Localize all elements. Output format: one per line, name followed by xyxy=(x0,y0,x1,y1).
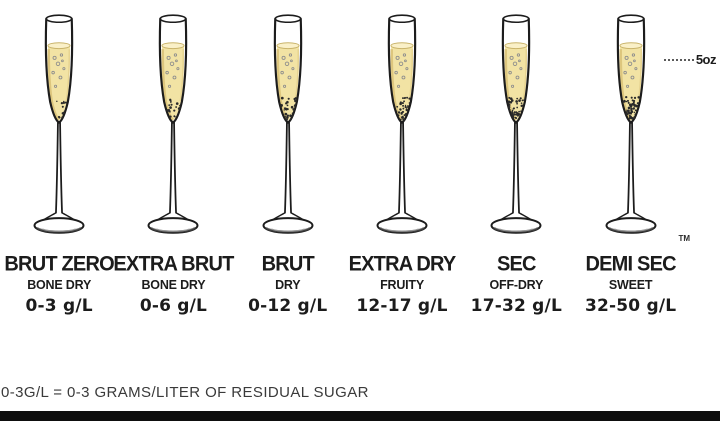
volume-label: 5oz xyxy=(695,52,717,67)
sweetness-name: EXTRA DRY xyxy=(348,252,457,276)
dotted-leader-line xyxy=(663,58,694,61)
champagne-flute-illustration xyxy=(466,4,566,249)
sugar-range: 32-50 g/L xyxy=(584,296,677,316)
sugar-range: 0-3 g/L xyxy=(25,296,93,316)
trademark-symbol: TM xyxy=(678,234,690,243)
flute-columns: BRUT ZERO BONE DRY 0-3 g/L EXTRA BRUT BO… xyxy=(2,4,688,316)
sugar-range: 17-32 g/L xyxy=(470,296,562,316)
volume-annotation: 5oz xyxy=(663,52,717,67)
champagne-flute-illustration xyxy=(238,4,338,249)
bottom-bar xyxy=(0,411,720,421)
flute-column-sec: SEC OFF-DRY 17-32 g/L xyxy=(459,4,573,316)
sweetness-descriptor: BONE DRY xyxy=(27,278,92,292)
footer-note: 0-3G/L = 0-3 GRAMS/LITER OF RESIDUAL SUG… xyxy=(1,384,369,401)
sweetness-name: EXTRA BRUT xyxy=(113,252,234,276)
sugar-range: 12-17 g/L xyxy=(356,296,448,316)
champagne-flute-illustration xyxy=(123,4,223,249)
sweetness-name: DEMI SEC xyxy=(585,252,676,276)
sweetness-descriptor: FRUITY xyxy=(380,278,424,292)
champagne-flute-illustration xyxy=(9,4,109,249)
sweetness-descriptor: SWEET xyxy=(608,278,653,292)
sugar-range: 0-6 g/L xyxy=(139,296,208,316)
flute-column-brut-zero: BRUT ZERO BONE DRY 0-3 g/L xyxy=(2,4,116,316)
flute-column-demi-sec: DEMI SEC SWEET 32-50 g/L xyxy=(573,4,687,316)
sweetness-name: SEC xyxy=(496,252,537,276)
sweetness-descriptor: OFF-DRY xyxy=(489,278,544,292)
flute-column-extra-brut: EXTRA BRUT BONE DRY 0-6 g/L xyxy=(113,4,234,316)
champagne-flute-illustration xyxy=(581,4,681,249)
sweetness-descriptor: DRY xyxy=(275,278,301,292)
sugar-range: 0-12 g/L xyxy=(248,296,328,316)
flute-column-brut: BRUT DRY 0-12 g/L xyxy=(231,4,345,316)
sweetness-name: BRUT xyxy=(261,252,315,276)
sweetness-name: BRUT ZERO xyxy=(4,252,114,276)
flute-column-extra-dry: EXTRA DRY FRUITY 12-17 g/L xyxy=(345,4,459,316)
sweetness-descriptor: BONE DRY xyxy=(141,278,206,292)
champagne-flute-illustration xyxy=(352,4,452,249)
